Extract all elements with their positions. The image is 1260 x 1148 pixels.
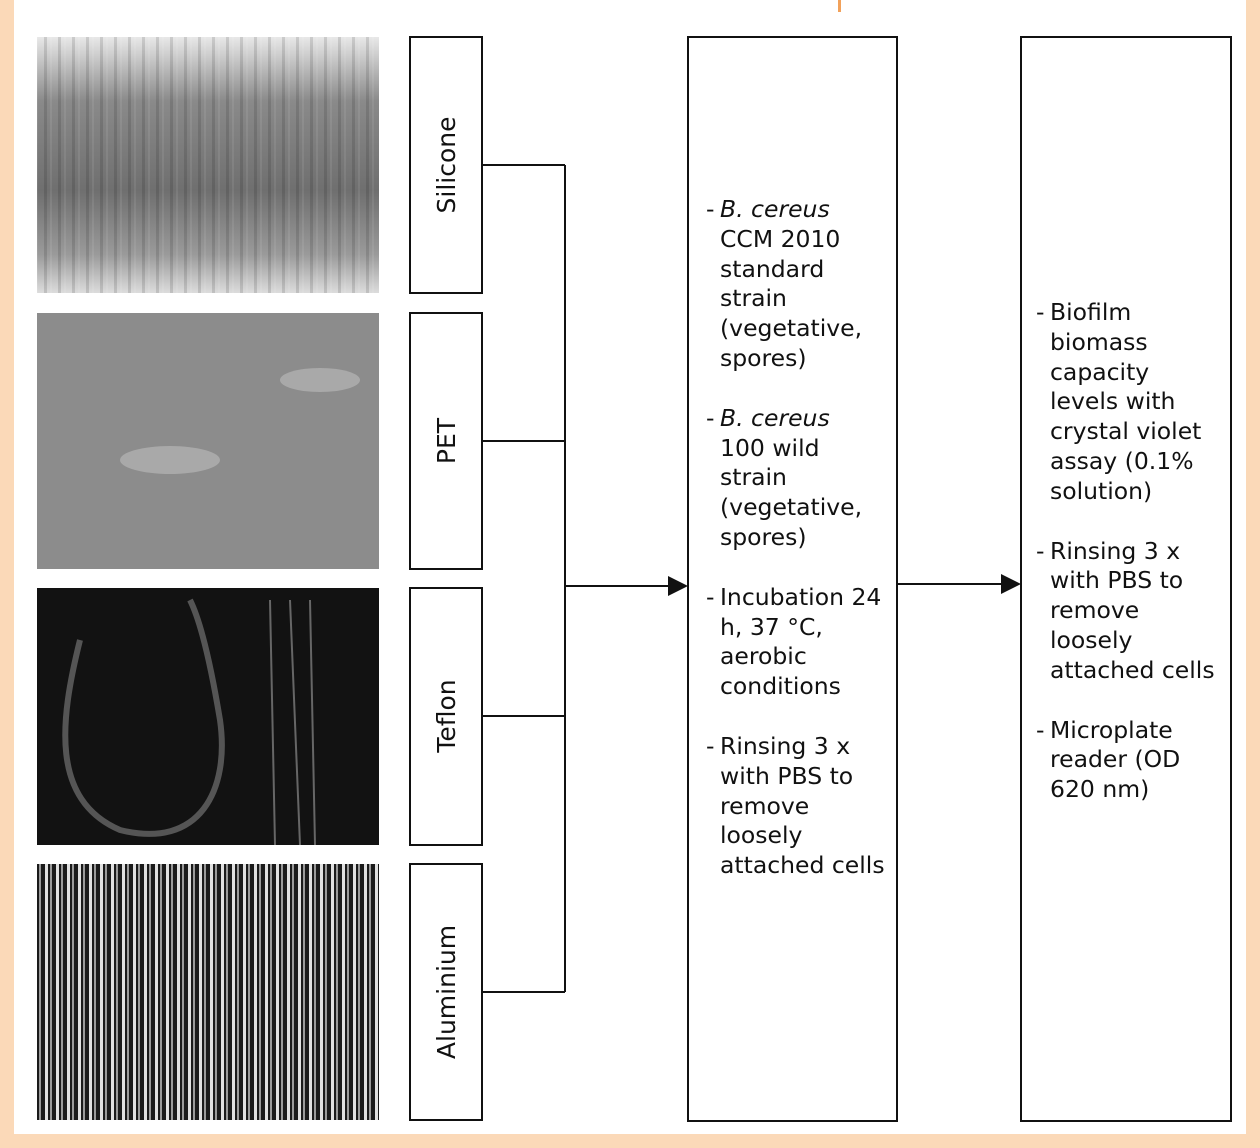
item-body: Rinsing 3 x with PBS to remove loosely a…: [720, 732, 886, 881]
item-text: Biofilm biomass capacity levels with cry…: [1050, 298, 1221, 507]
item-body: Incubation 24 h, 37 °C, aerobic conditio…: [720, 583, 886, 702]
aluminium-photo: [37, 864, 379, 1120]
list-item: -Biofilm biomass capacity levels with cr…: [1036, 298, 1221, 507]
species-name: B. cereus: [720, 195, 886, 225]
list-item: -Microplate reader (OD 620 nm): [1036, 716, 1221, 805]
bullet: -: [706, 583, 720, 702]
page: {"materials": [ {"label": "Silicone"}, {…: [0, 0, 1260, 1148]
item-body: Biofilm biomass capacity levels with cry…: [1050, 298, 1221, 507]
item-text: CCM 2010 standard strain (vegetative, sp…: [720, 225, 886, 374]
item-text: Rinsing 3 x with PBS to remove loosely a…: [1050, 537, 1221, 686]
list-item: -Incubation 24 h, 37 °C, aerobic conditi…: [706, 583, 886, 702]
list-item: -Rinsing 3 x with PBS to remove loosely …: [706, 732, 886, 881]
assay-text: -Biofilm biomass capacity levels with cr…: [1036, 298, 1221, 835]
species-name: B. cereus: [720, 404, 886, 434]
bullet: -: [1036, 298, 1050, 507]
item-text: 100 wild strain (vegetative, spores): [720, 434, 886, 553]
bullet: -: [1036, 537, 1050, 686]
pet-texture: [280, 368, 360, 392]
list-item: -Rinsing 3 x with PBS to remove loosely …: [1036, 537, 1221, 686]
item-text: Rinsing 3 x with PBS to remove loosely a…: [720, 732, 886, 881]
pet-photo: [37, 313, 379, 569]
material-label: Aluminium: [410, 864, 482, 1120]
item-text: Microplate reader (OD 620 nm): [1050, 716, 1221, 805]
bullet: -: [1036, 716, 1050, 805]
pet-texture: [120, 446, 220, 474]
photos: [37, 37, 379, 1120]
silicone-texture: [37, 37, 379, 293]
bracket: [482, 165, 565, 992]
page-body: SiliconePETTeflonAluminium -B. cereusCCM…: [0, 0, 1260, 1148]
bullet: -: [706, 732, 720, 881]
material-label: Teflon: [410, 588, 482, 844]
item-body: Microplate reader (OD 620 nm): [1050, 716, 1221, 805]
item-text: Incubation 24 h, 37 °C, aerobic conditio…: [720, 583, 886, 702]
material-label: PET: [410, 313, 482, 569]
bullet: -: [706, 404, 720, 553]
item-body: Rinsing 3 x with PBS to remove loosely a…: [1050, 537, 1221, 686]
material-label: Silicone: [410, 37, 482, 293]
bullet: -: [706, 195, 720, 374]
